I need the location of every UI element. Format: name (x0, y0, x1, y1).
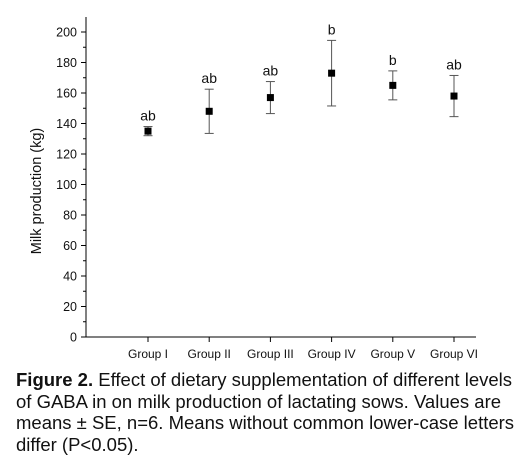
y-tick-label: 80 (63, 209, 77, 223)
y-tick-label: 60 (63, 239, 77, 253)
x-tick-label: Group IV (308, 347, 356, 361)
data-point (266, 94, 274, 102)
y-tick-label: 180 (56, 56, 77, 70)
significance-letter: ab (201, 70, 217, 86)
significance-letter: b (328, 21, 336, 37)
data-point (389, 81, 397, 89)
x-tick-label: Group I (128, 347, 168, 361)
significance-letter: ab (446, 56, 462, 72)
data-point (328, 69, 336, 77)
x-tick-label: Group V (370, 347, 415, 361)
y-tick-label: 120 (56, 148, 77, 162)
x-tick-label: Group III (247, 347, 294, 361)
y-tick-label: 200 (56, 26, 77, 40)
data-point (144, 127, 152, 135)
figure-caption: Figure 2. Effect of dietary supplementat… (16, 369, 522, 455)
y-tick-label: 0 (70, 331, 77, 345)
x-tick-label: Group VI (430, 347, 478, 361)
axes (85, 17, 476, 338)
data-point (450, 92, 458, 100)
caption-text: Effect of dietary supplementation of dif… (16, 369, 515, 455)
significance-letter: ab (140, 108, 156, 124)
x-tick-label: Group II (188, 347, 231, 361)
y-tick-label: 20 (63, 300, 77, 314)
y-tick-label: 40 (63, 270, 77, 284)
significance-letter: b (389, 52, 397, 68)
data-point (205, 107, 213, 115)
significance-letter: ab (263, 63, 279, 79)
caption-label: Figure 2. (16, 369, 94, 390)
y-tick-label: 140 (56, 117, 77, 131)
y-ticks: 0 20 40 60 80 100 120 140 160 180 200 (56, 26, 86, 345)
y-axis-label: Milk production (kg) (29, 128, 45, 255)
y-tick-label: 160 (56, 87, 77, 101)
data-marks: ab ab ab b b ab (140, 21, 462, 137)
y-tick-label: 100 (56, 178, 77, 192)
x-ticks: Group I Group II Group III Group IV Group V G… (128, 337, 478, 361)
